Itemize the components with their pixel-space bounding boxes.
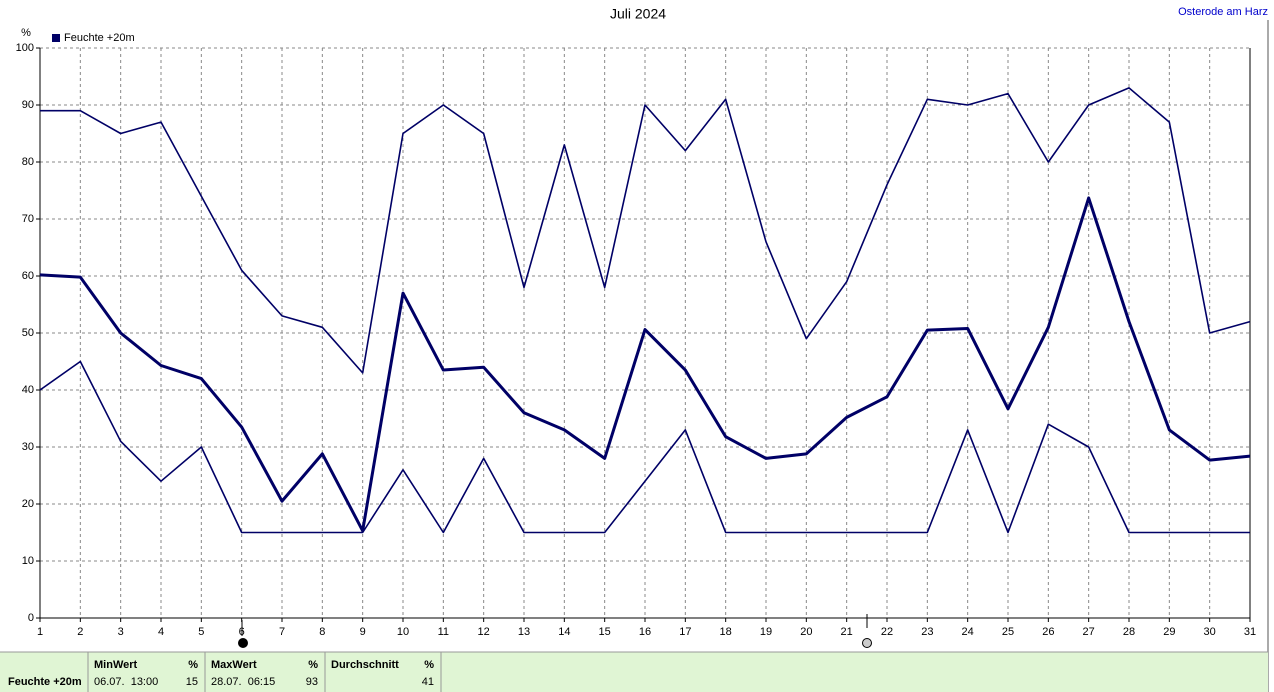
y-tick-label: 80: [22, 156, 34, 168]
y-tick-label: 40: [22, 384, 34, 396]
footer-unit: %: [424, 659, 434, 671]
x-tick-label: 22: [881, 626, 893, 638]
footer-time: 28.07. 06:15: [211, 676, 275, 688]
y-tick-label: 50: [22, 327, 34, 339]
x-tick-label: 10: [397, 626, 409, 638]
line-series: [39, 360, 1250, 534]
footer-value: 15: [186, 676, 198, 688]
footer-header: Durchschnitt: [331, 659, 399, 671]
footer-bg: [0, 652, 1268, 692]
legend-label: Feuchte +20m: [64, 32, 135, 44]
chart-title: Juli 2024: [610, 6, 666, 22]
x-tick-label: 8: [319, 626, 325, 638]
x-tick-label: 21: [841, 626, 853, 638]
x-tick-label: 6: [239, 626, 245, 638]
x-tick-label: 9: [360, 626, 366, 638]
x-tick-label: 12: [478, 626, 490, 638]
x-tick-label: 29: [1163, 626, 1175, 638]
y-tick-label: 10: [22, 555, 34, 567]
x-tick-label: 17: [679, 626, 691, 638]
x-tick-label: 25: [1002, 626, 1014, 638]
y-tick-label: 30: [22, 441, 34, 453]
line-series: [39, 196, 1251, 533]
x-tick-label: 27: [1083, 626, 1095, 638]
x-tick-label: 23: [921, 626, 933, 638]
x-tick-label: 28: [1123, 626, 1135, 638]
x-tick-label: 7: [279, 626, 285, 638]
x-tick-label: 2: [77, 626, 83, 638]
full-moon: [238, 638, 248, 648]
x-tick-label: 30: [1204, 626, 1216, 638]
footer-unit: %: [188, 659, 198, 671]
footer-header: MaxWert: [211, 659, 257, 671]
footer-header: MinWert: [94, 659, 138, 671]
y-tick-label: 70: [22, 213, 34, 225]
x-tick-label: 5: [198, 626, 204, 638]
new-moon: [862, 638, 872, 648]
x-tick-label: 18: [720, 626, 732, 638]
x-tick-label: 3: [118, 626, 124, 638]
x-tick-label: 13: [518, 626, 530, 638]
y-axis-label: %: [21, 27, 31, 39]
footer-time: 06.07. 13:00: [94, 676, 158, 688]
x-tick-label: 19: [760, 626, 772, 638]
x-tick-label: 24: [962, 626, 974, 638]
footer-unit: %: [308, 659, 318, 671]
line-series: [40, 87, 1251, 374]
y-tick-label: 90: [22, 99, 34, 111]
footer-row-label: Feuchte +20m: [8, 676, 82, 688]
x-tick-label: 16: [639, 626, 651, 638]
y-tick-label: 60: [22, 270, 34, 282]
y-tick-label: 100: [16, 42, 34, 54]
y-tick-label: 0: [28, 612, 34, 624]
legend-swatch: [52, 34, 60, 42]
x-tick-label: 14: [558, 626, 570, 638]
x-tick-label: 31: [1244, 626, 1256, 638]
footer-value: 93: [306, 676, 318, 688]
y-tick-label: 20: [22, 498, 34, 510]
x-tick-label: 4: [158, 626, 164, 638]
x-tick-label: 26: [1042, 626, 1054, 638]
station: Osterode am Harz: [1178, 6, 1268, 18]
footer-value: 41: [422, 676, 434, 688]
x-tick-label: 1: [37, 626, 43, 638]
x-tick-label: 15: [599, 626, 611, 638]
x-tick-label: 11: [438, 626, 449, 638]
x-tick-label: 20: [800, 626, 812, 638]
